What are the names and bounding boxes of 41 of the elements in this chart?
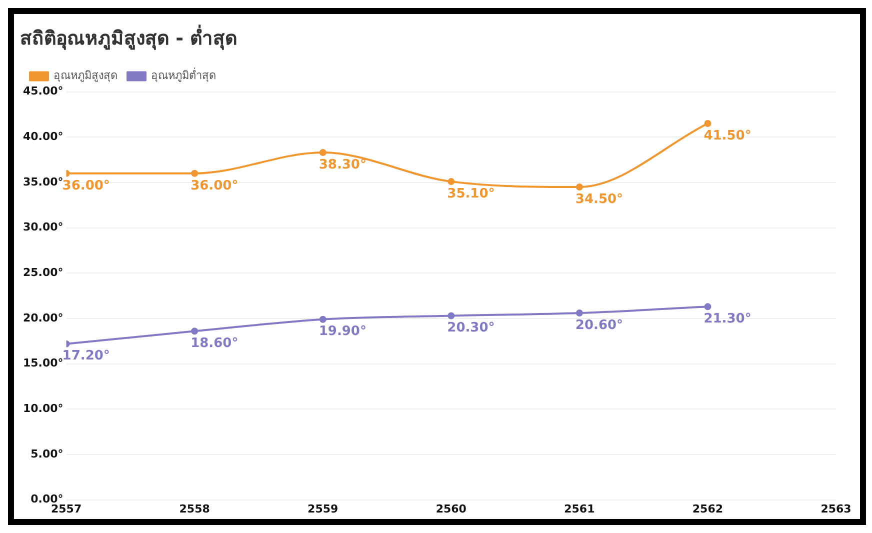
data-label: 36.00° (190, 178, 238, 194)
x-tick-label: 2562 (692, 502, 724, 516)
y-tick-label: 10.00° (22, 402, 64, 415)
point (448, 312, 455, 320)
y-tick-label: 20.00° (22, 311, 64, 324)
data-label: 34.50° (575, 192, 624, 207)
y-tick-label: 45.00° (22, 84, 64, 98)
point (191, 170, 198, 177)
data-label: 36.00° (62, 178, 110, 194)
point (448, 178, 455, 186)
point (319, 149, 326, 156)
y-tick-label: 15.00° (22, 356, 64, 370)
y-tick-label: 30.00° (22, 220, 64, 234)
x-tick-label: 2561 (564, 502, 595, 516)
point (576, 310, 583, 317)
data-label: 17.20° (62, 348, 110, 364)
data-label: 35.10° (447, 186, 495, 202)
point (191, 328, 198, 335)
data-label: 20.30° (447, 320, 495, 336)
point (704, 120, 712, 128)
y-tick-label: 40.00° (22, 130, 64, 143)
chart-title: สถิติอุณหภูมิสูงสุด - ต่ำสุด (20, 24, 238, 50)
legend-label: อุณหภูมิสูงสุด (54, 69, 118, 82)
x-tick-label: 2563 (820, 502, 852, 516)
data-label: 21.30° (704, 312, 752, 327)
point (319, 316, 326, 323)
y-tick-label: 35.00° (22, 175, 64, 188)
x-tick-label: 2558 (179, 502, 210, 516)
data-label: 20.60° (575, 318, 624, 333)
data-label: 18.60° (190, 336, 238, 352)
x-tick-label: 2559 (308, 502, 338, 516)
data-label: 41.50° (704, 128, 752, 144)
y-tick-label: 25.00° (22, 266, 64, 279)
point (704, 303, 712, 310)
data-label: 38.30° (318, 157, 366, 172)
data-label: 19.90° (318, 324, 366, 340)
x-tick-label: 2557 (50, 502, 82, 516)
y-tick-label: 5.00° (30, 447, 64, 460)
point (576, 184, 583, 190)
x-tick-label: 2560 (436, 502, 467, 516)
legend-label: อุณหภูมิต่ำสุด (151, 67, 216, 82)
